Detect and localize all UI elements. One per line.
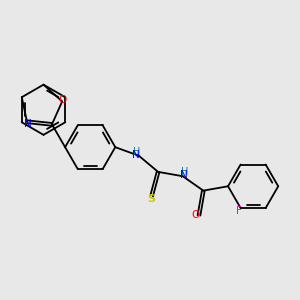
Text: H: H [133, 147, 140, 157]
Text: N: N [180, 170, 188, 181]
Text: H: H [182, 167, 189, 177]
Text: S: S [148, 194, 156, 204]
Text: N: N [23, 118, 31, 129]
Text: O: O [59, 94, 67, 104]
Text: N: N [132, 150, 139, 160]
Text: F: F [236, 206, 242, 216]
Text: O: O [192, 210, 200, 220]
